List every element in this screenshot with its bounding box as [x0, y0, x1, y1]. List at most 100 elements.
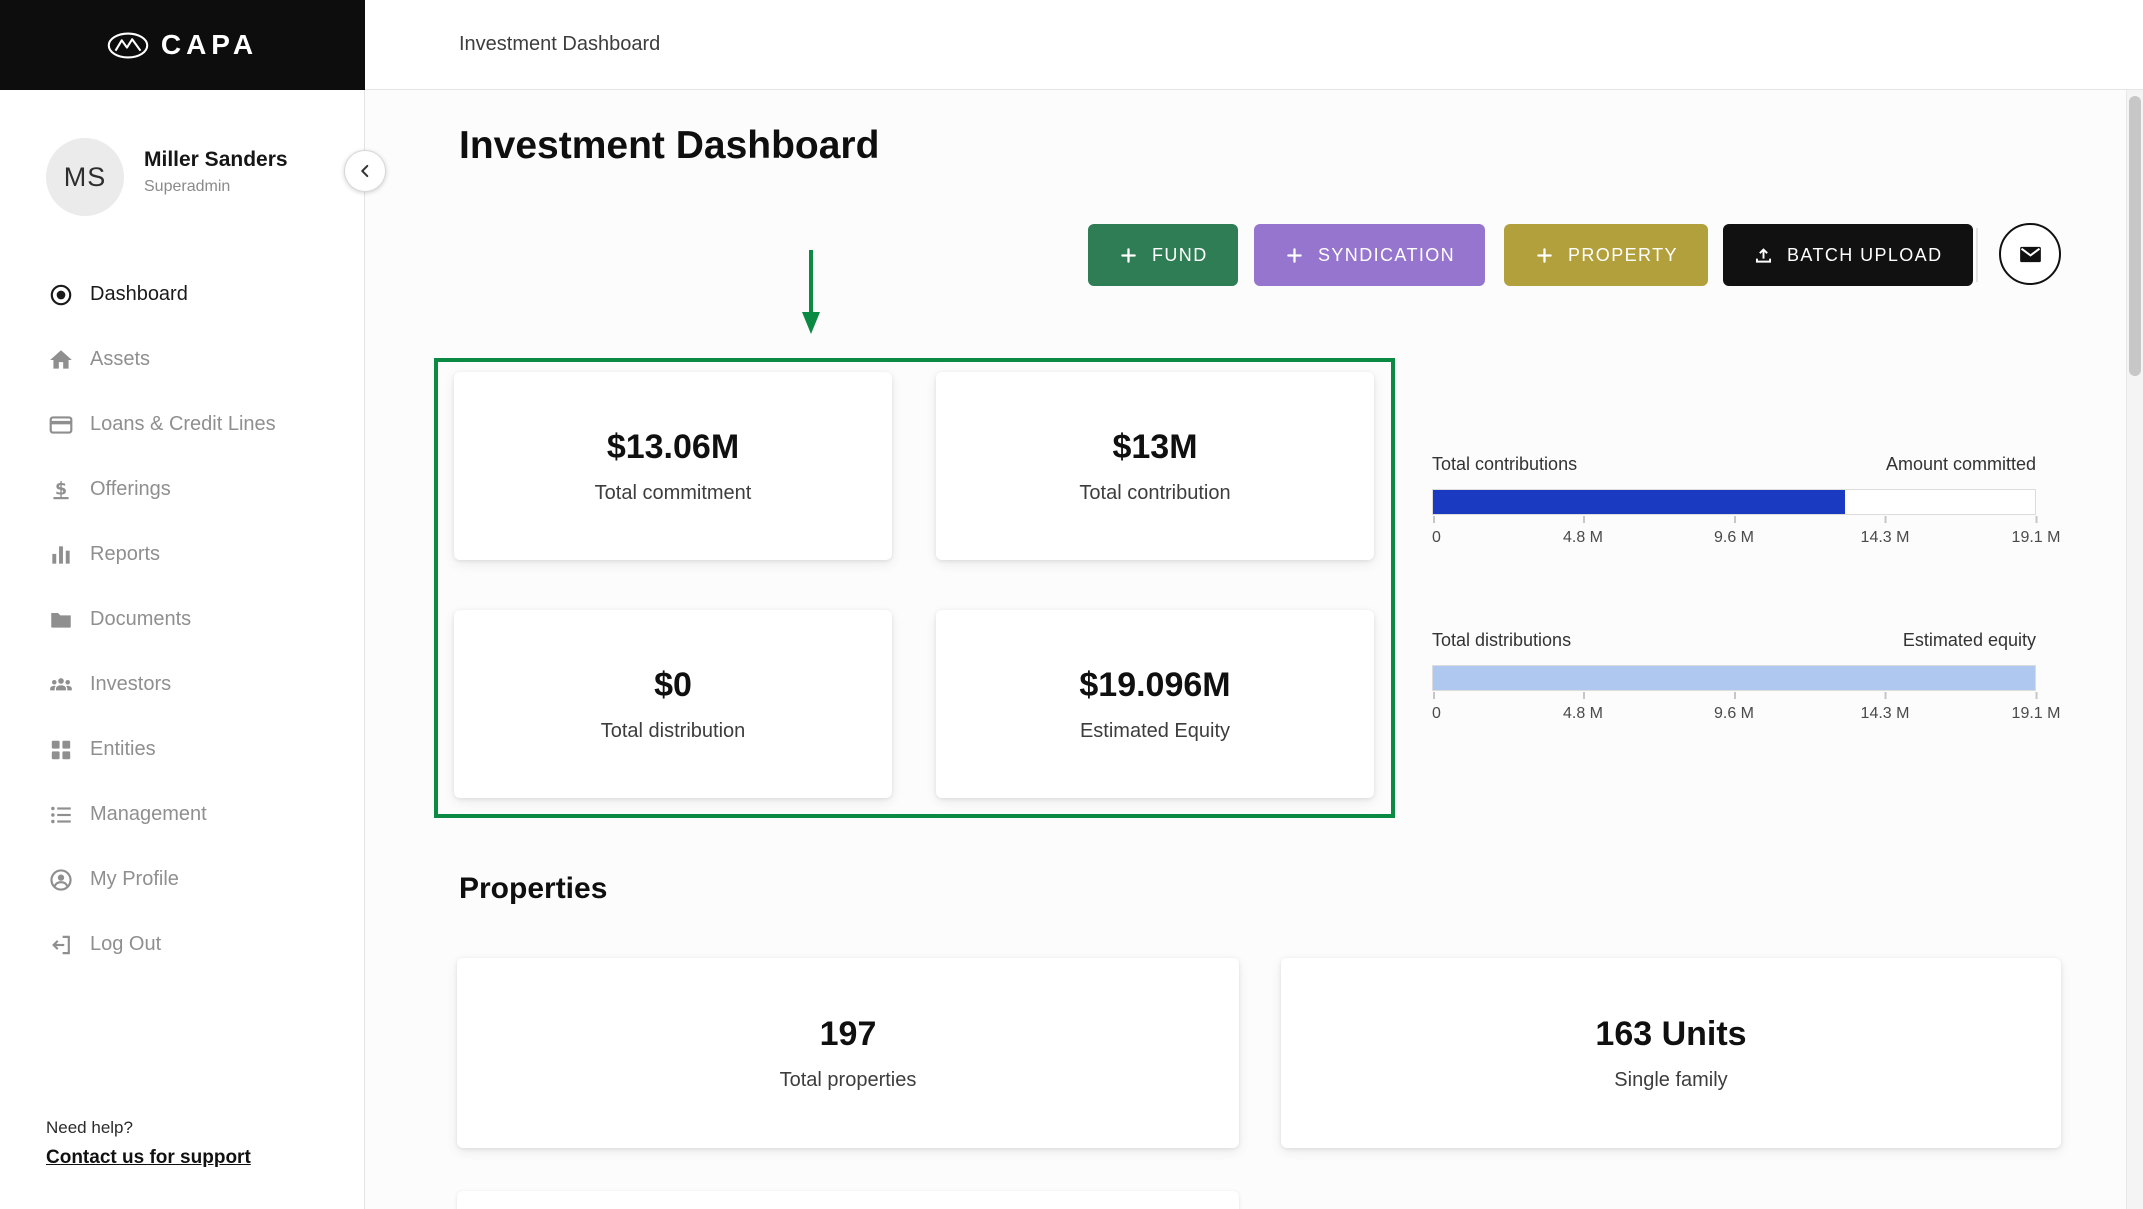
stat-value: $0 — [654, 665, 692, 704]
support-link[interactable]: Contact us for support — [46, 1147, 251, 1168]
user-role: Superadmin — [144, 178, 231, 195]
stat-value: $13.06M — [606, 427, 740, 466]
sidebar-item-label: Offerings — [90, 478, 171, 500]
stat-card-estimated-equity: $19.096M Estimated Equity — [936, 610, 1374, 798]
checklist-icon — [48, 802, 74, 828]
scrollbar-thumb[interactable] — [2129, 96, 2141, 376]
sidebar-item-label: Assets — [90, 348, 151, 370]
contributions-chart: Total contributions Amount committed 0 4… — [1432, 454, 2060, 549]
property-label: Total properties — [779, 1068, 917, 1091]
axis-tick: 19.1 M — [2011, 692, 2061, 722]
sidebar-item-my-profile[interactable]: My Profile — [0, 847, 365, 912]
svg-text:$: $ — [55, 479, 67, 499]
axis-tick: 4.8 M — [1562, 516, 1604, 546]
annotation-arrow — [802, 250, 820, 334]
sidebar-item-label: My Profile — [90, 868, 179, 890]
sidebar-item-reports[interactable]: Reports — [0, 522, 365, 587]
contributions-bar — [1433, 490, 1845, 514]
dashboard-icon — [48, 282, 74, 308]
property-card-total-properties: 197 Total properties — [457, 958, 1239, 1148]
mail-button[interactable] — [1999, 223, 2061, 285]
credit-card-icon — [48, 412, 74, 438]
user-name: Miller Sanders — [144, 148, 288, 171]
stat-label: Total contribution — [1079, 481, 1231, 504]
stat-card-total-commitment: $13.06M Total commitment — [454, 372, 892, 560]
plus-icon — [1534, 245, 1555, 266]
sidebar-item-label: Loans & Credit Lines — [90, 413, 276, 435]
partial-card — [457, 1191, 1239, 1209]
user-profile: MS Miller Sanders Superadmin — [0, 128, 365, 228]
property-value: 197 — [819, 1014, 877, 1053]
stat-label: Estimated Equity — [1079, 719, 1231, 742]
batch-upload-button[interactable]: BATCH UPLOAD — [1723, 224, 1973, 286]
axis-tick: 9.6 M — [1713, 692, 1755, 722]
sidebar: CAPA MS Miller Sanders Superadmin Dashbo… — [0, 0, 386, 1209]
sidebar-item-log-out[interactable]: Log Out — [0, 912, 365, 977]
logout-icon — [48, 932, 74, 958]
contributions-axis: 0 4.8 M 9.6 M 14.3 M 19.1 M — [1432, 516, 2060, 549]
axis-tick: 0 — [1432, 516, 1441, 546]
axis-tick: 14.3 M — [1860, 516, 1910, 546]
stat-label: Total distribution — [600, 719, 746, 742]
batch-upload-button-label: BATCH UPLOAD — [1787, 244, 1943, 265]
sidebar-item-investors[interactable]: Investors — [0, 652, 365, 717]
help-block: Need help? Contact us for support — [46, 1118, 251, 1169]
person-icon — [48, 867, 74, 893]
people-icon — [48, 672, 74, 698]
properties-heading: Properties — [459, 872, 608, 905]
sidebar-item-dashboard[interactable]: Dashboard — [0, 262, 365, 327]
sidebar-item-label: Documents — [90, 608, 192, 630]
avatar: MS — [46, 138, 124, 216]
property-card-single-family: 163 Units Single family — [1281, 958, 2061, 1148]
sidebar-item-loans-credit-lines[interactable]: Loans & Credit Lines — [0, 392, 365, 457]
distributions-bar-track — [1432, 665, 2036, 691]
distributions-axis: 0 4.8 M 9.6 M 14.3 M 19.1 M — [1432, 692, 2060, 725]
folder-icon — [48, 607, 74, 633]
property-button[interactable]: PROPERTY — [1504, 224, 1708, 286]
envelope-icon — [2017, 241, 2044, 268]
chart-left-label: Total distributions — [1432, 630, 1572, 650]
syndication-button[interactable]: SYNDICATION — [1254, 224, 1486, 286]
main-content: Investment Dashboard FUND SYNDICATION PR… — [365, 90, 2143, 1209]
chevron-left-icon — [354, 160, 376, 182]
sidebar-nav: Dashboard Assets Loans & Credit Lines $ … — [0, 262, 365, 977]
sidebar-item-label: Log Out — [90, 933, 162, 955]
sidebar-item-label: Entities — [90, 738, 156, 760]
bar-chart-icon — [48, 542, 74, 568]
sidebar-collapse-button[interactable] — [344, 150, 386, 192]
property-button-label: PROPERTY — [1568, 244, 1678, 265]
plus-icon — [1284, 245, 1305, 266]
sidebar-item-label: Dashboard — [90, 283, 188, 305]
logo[interactable]: CAPA — [0, 0, 365, 90]
sidebar-item-management[interactable]: Management — [0, 782, 365, 847]
topbar: Investment Dashboard — [365, 0, 2143, 90]
sidebar-item-offerings[interactable]: $ Offerings — [0, 457, 365, 522]
home-icon — [48, 347, 74, 373]
chart-left-label: Total contributions — [1432, 454, 1578, 474]
sidebar-item-label: Reports — [90, 543, 161, 565]
sidebar-item-entities[interactable]: Entities — [0, 717, 365, 782]
plus-icon — [1118, 245, 1139, 266]
help-text: Need help? — [46, 1118, 133, 1137]
stat-card-total-distribution: $0 Total distribution — [454, 610, 892, 798]
stat-card-total-contribution: $13M Total contribution — [936, 372, 1374, 560]
axis-tick: 4.8 M — [1562, 692, 1604, 722]
fund-button-label: FUND — [1152, 244, 1208, 265]
stat-label: Total commitment — [594, 481, 752, 504]
axis-tick: 14.3 M — [1860, 692, 1910, 722]
stat-value: $13M — [1112, 427, 1198, 466]
scrollbar — [2126, 90, 2143, 1209]
sidebar-item-label: Management — [90, 803, 207, 825]
contributions-bar-track — [1432, 489, 2036, 515]
chart-right-label: Amount committed — [1885, 454, 2036, 474]
property-value: 163 Units — [1595, 1014, 1747, 1053]
chart-right-label: Estimated equity — [1902, 630, 2036, 650]
breadcrumb: Investment Dashboard — [459, 33, 661, 55]
fund-button[interactable]: FUND — [1088, 224, 1238, 286]
sidebar-item-documents[interactable]: Documents — [0, 587, 365, 652]
sidebar-item-assets[interactable]: Assets — [0, 327, 365, 392]
page-title: Investment Dashboard — [459, 124, 880, 167]
sidebar-item-label: Investors — [90, 673, 172, 695]
logo-text: CAPA — [160, 29, 259, 60]
